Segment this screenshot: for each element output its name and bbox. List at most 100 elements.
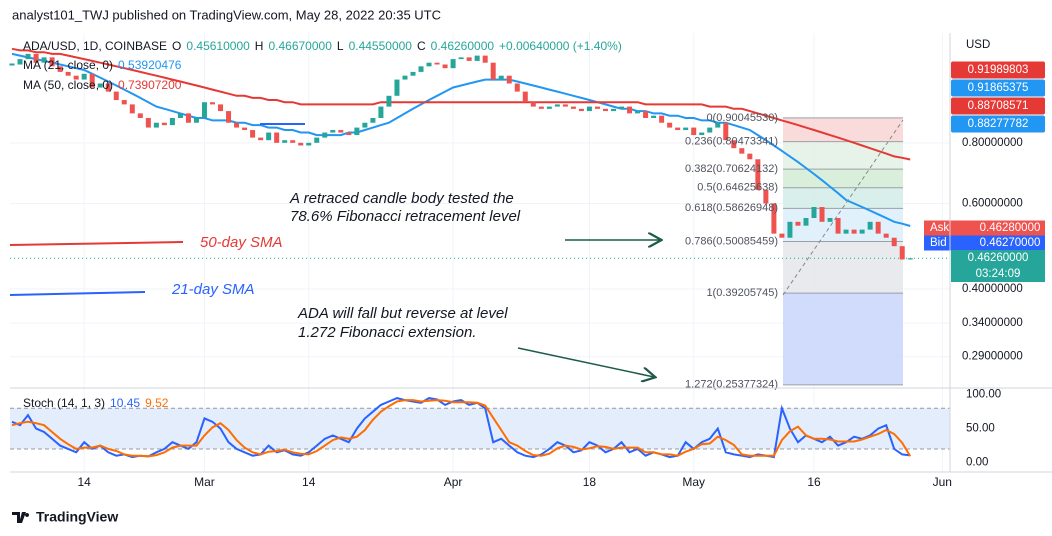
candle	[611, 108, 616, 112]
fib-trend-line	[782, 119, 904, 296]
candle	[65, 71, 71, 76]
candle	[145, 117, 151, 128]
candle	[474, 55, 480, 61]
legend: MA (50, close, 0) 0.73907200	[23, 78, 182, 92]
legend-item: +0.00640000 (+1.40%)	[499, 39, 622, 53]
fib-band	[783, 241, 903, 294]
candle	[322, 132, 328, 138]
sma21-sketch-line	[9, 291, 146, 296]
candle	[250, 130, 256, 138]
candle	[803, 218, 809, 226]
candle	[835, 218, 841, 234]
y-tick-label: 0.40000000	[962, 283, 1023, 295]
candle	[570, 106, 576, 109]
candle	[266, 132, 272, 141]
legend-item: 0.46260000	[431, 39, 495, 53]
candle	[867, 221, 873, 230]
candle	[771, 203, 777, 234]
candle	[282, 140, 288, 143]
candle	[506, 75, 512, 84]
quote-box	[924, 235, 1045, 251]
x-tick-label: Mar	[194, 475, 215, 489]
legend-item: MA (21, close, 0)	[23, 58, 113, 72]
quote-value: 0.46280000	[980, 222, 1041, 234]
fib-label: 0.618(0.58626948)	[685, 202, 778, 214]
candle	[891, 237, 897, 247]
candle	[466, 57, 472, 61]
last-price: 0.46260000	[968, 252, 1029, 264]
candle	[210, 102, 215, 105]
candle	[161, 122, 167, 126]
legend-item: ADA/USD, 1D, COINBASE	[23, 39, 167, 53]
candle	[193, 117, 199, 123]
candle	[675, 127, 681, 131]
fib-label: 1(0.39205745)	[706, 287, 778, 299]
candle	[530, 102, 536, 107]
candle	[651, 115, 657, 118]
candle	[514, 83, 520, 92]
candle	[635, 111, 641, 114]
legend: Stoch (14, 1, 3) 10.45 9.52	[23, 396, 169, 410]
fib-band	[783, 117, 903, 142]
candle	[763, 189, 769, 204]
annotation: 78.6% Fibonacci retracement level	[290, 208, 521, 225]
price-label: 0.91865375	[968, 82, 1029, 94]
candle	[418, 66, 424, 72]
candle	[907, 258, 913, 260]
legend-item: 0.44550000	[349, 39, 413, 53]
annotation: ADA will fall but reverse at level	[297, 305, 508, 322]
legend-item: L	[337, 39, 344, 53]
candle	[795, 221, 801, 226]
candle	[57, 66, 63, 72]
legend-item: 0.45610000	[186, 39, 250, 53]
candle	[402, 75, 408, 80]
candle	[434, 62, 440, 65]
candle	[691, 127, 697, 136]
annotation: 1.272 Fibonacci extension.	[298, 324, 476, 341]
fibonacci-tool	[783, 117, 903, 386]
candle	[875, 221, 881, 234]
candle	[779, 233, 785, 238]
annotation: 50-day SMA	[200, 234, 283, 251]
legend: ADA/USD, 1D, COINBASE O 0.45610000 H 0.46670…	[23, 39, 622, 53]
legend-item: Stoch (14, 1, 3)	[23, 396, 105, 410]
candle	[378, 106, 384, 118]
candle	[643, 111, 649, 118]
candle	[827, 218, 833, 222]
legend-item: H	[255, 39, 264, 53]
candle	[747, 153, 753, 160]
series-line	[11, 399, 912, 458]
legend-item: 0.53920476	[118, 58, 182, 72]
candle	[226, 111, 232, 123]
candle	[602, 108, 608, 112]
candle	[522, 91, 528, 103]
candle	[715, 122, 721, 128]
quote-value: 0.46270000	[980, 237, 1041, 249]
legend-item: 0.46670000	[268, 39, 332, 53]
candle	[699, 132, 705, 136]
candle	[234, 122, 240, 128]
candle	[723, 122, 729, 141]
candle	[370, 117, 376, 123]
candle	[707, 127, 713, 133]
candle	[25, 53, 31, 60]
candle	[346, 132, 352, 136]
candle	[169, 117, 175, 126]
candle	[306, 142, 312, 146]
price-label: 0.88277782	[968, 118, 1029, 130]
last-price-box	[951, 250, 1045, 282]
fib-label: 0.5(0.64625638)	[697, 182, 778, 194]
candle	[121, 100, 127, 105]
candle	[386, 95, 392, 107]
fib-band	[783, 293, 903, 385]
layers: 14 Mar 14 Apr 18 May 16 Jun 0.80000000 0.60000000…	[9, 33, 1045, 489]
price-label-box	[951, 79, 1045, 97]
candle	[787, 221, 793, 238]
candle	[33, 53, 39, 63]
stoch-tick-label: 100.00	[966, 389, 1001, 401]
stoch-tick-label: 0.00	[966, 457, 988, 469]
legend-item: 0.73907200	[118, 78, 182, 92]
candle	[819, 207, 825, 222]
candle	[490, 62, 496, 80]
